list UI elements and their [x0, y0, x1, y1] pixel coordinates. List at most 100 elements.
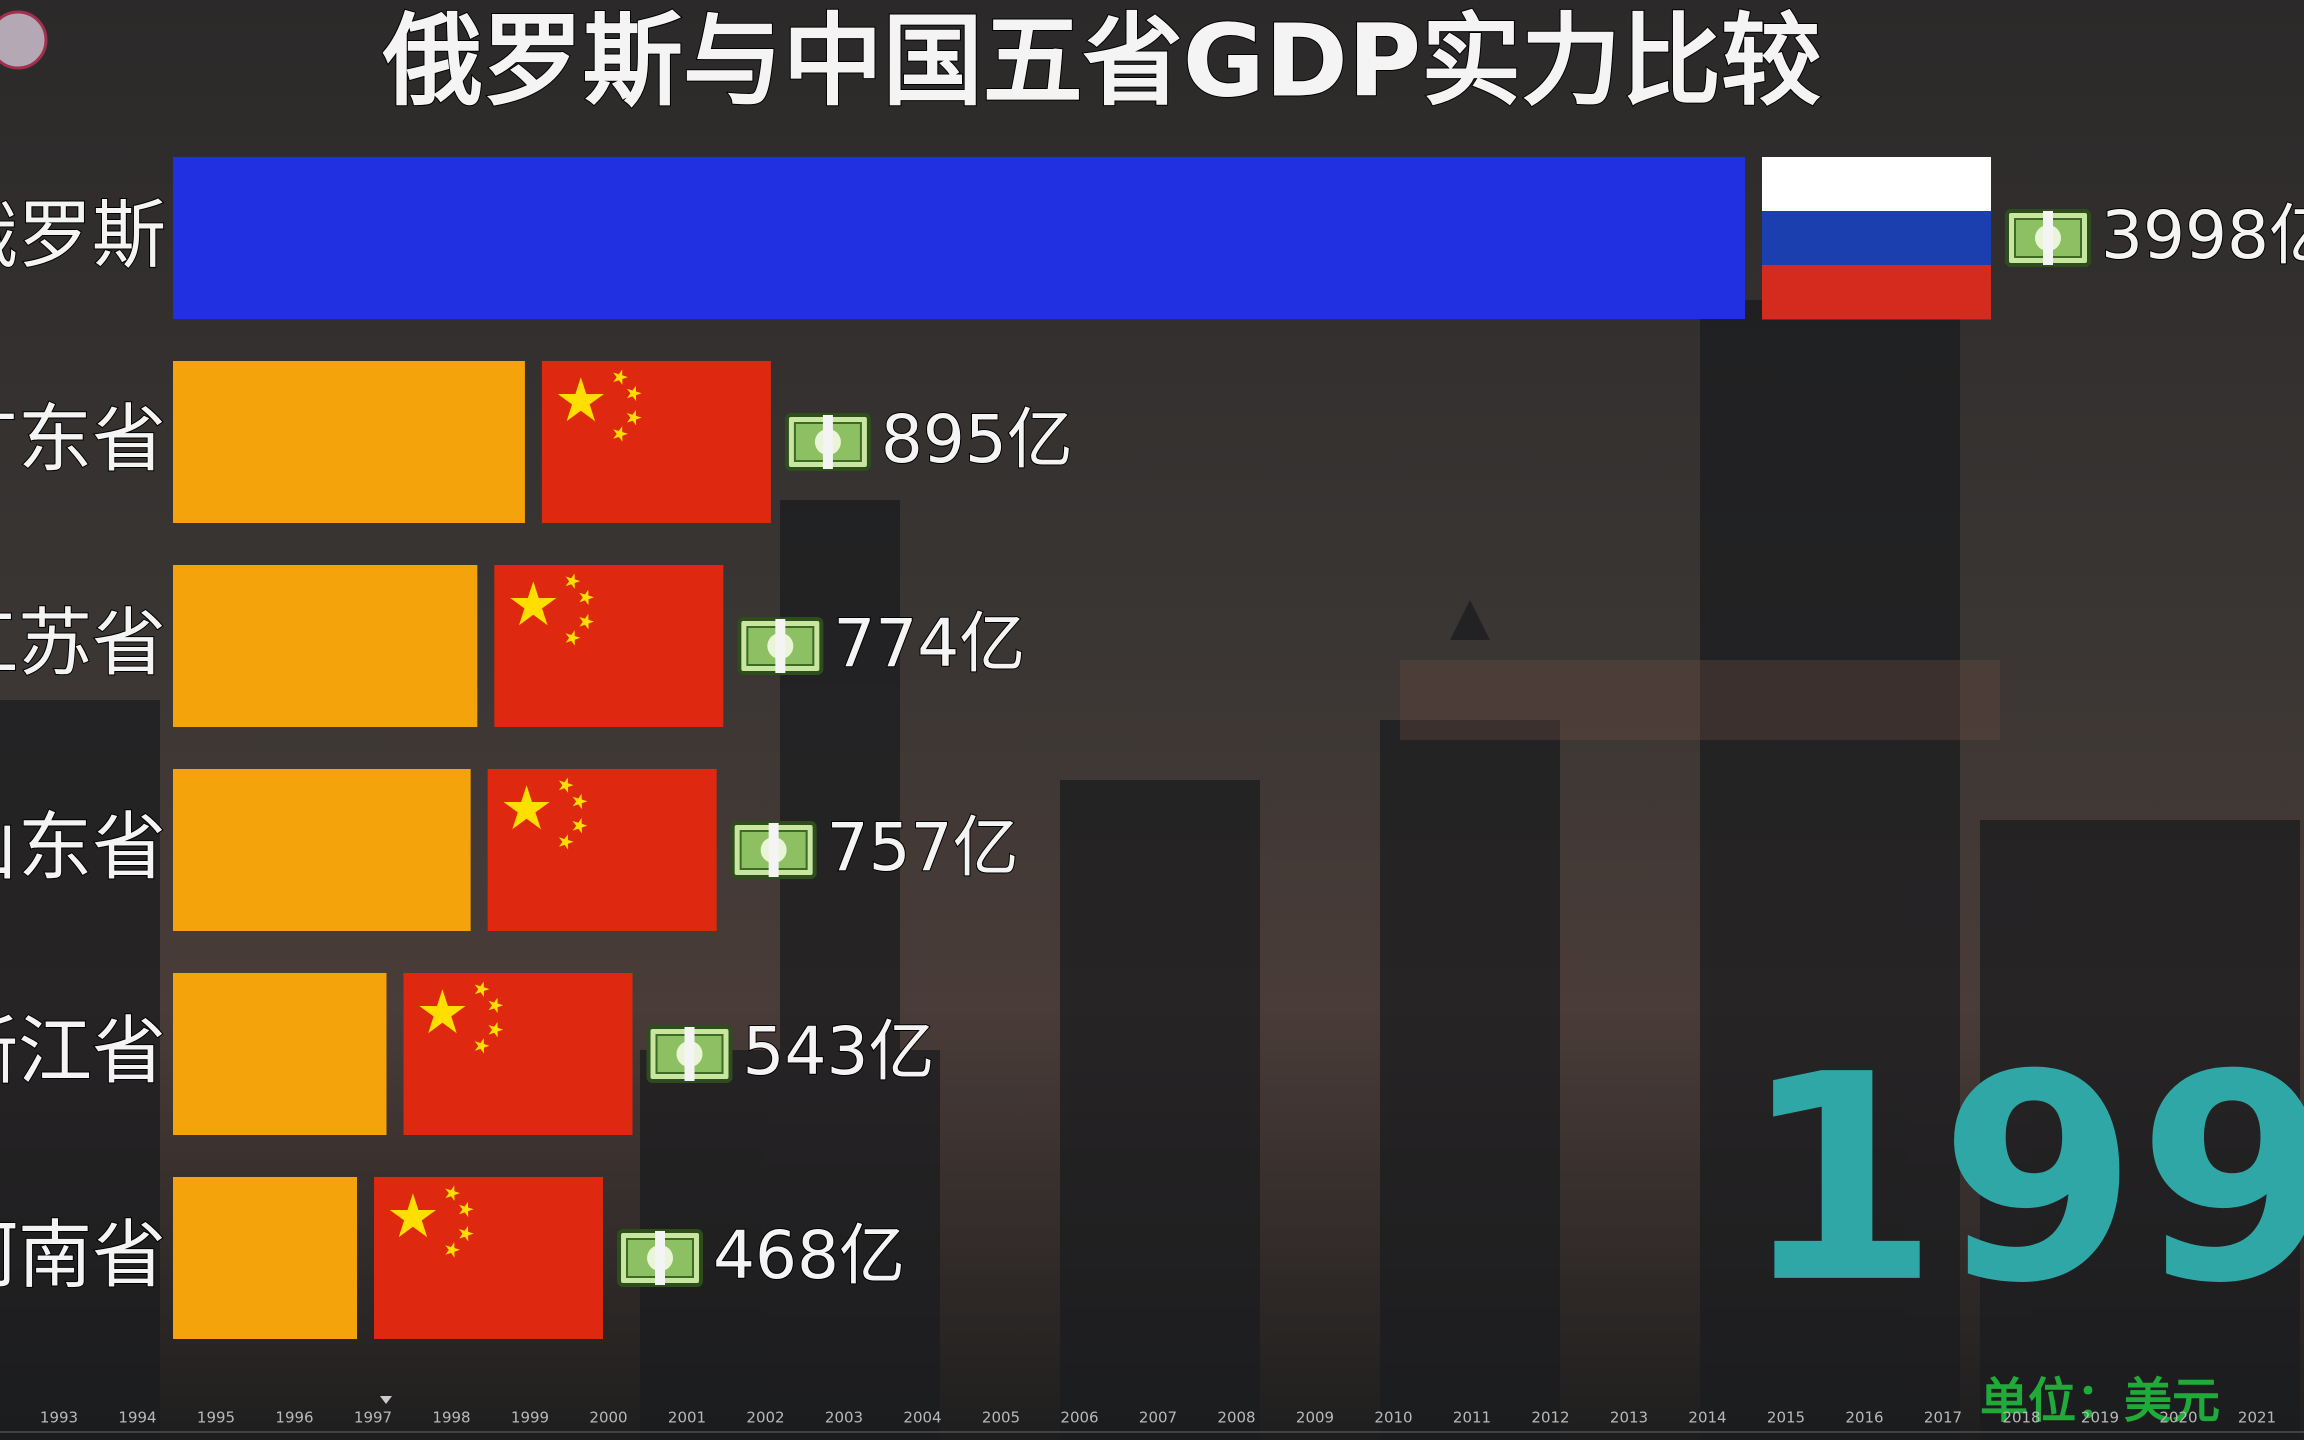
flag-star: [459, 1201, 474, 1218]
timeline-label: 2012: [1531, 1409, 1569, 1427]
flag-star: [445, 1185, 460, 1201]
timeline-label: 2001: [668, 1409, 706, 1427]
flag-stripe: [1762, 157, 1991, 211]
timeline-marker: [380, 1396, 392, 1404]
value-label: 468亿: [713, 1217, 905, 1294]
flag-star: [474, 981, 490, 997]
flag-star: [558, 777, 574, 793]
timeline-label: 1999: [511, 1409, 549, 1427]
money-icon: [784, 413, 871, 471]
flag: [1762, 157, 1991, 320]
flag-field: [541, 361, 771, 523]
flag-star: [419, 989, 466, 1034]
flag: [541, 361, 771, 523]
flag-field: [494, 565, 724, 727]
flag-star: [565, 573, 581, 589]
flag-star: [579, 589, 594, 606]
timeline-label: 1994: [118, 1409, 156, 1427]
unit-label: 单位：美元: [1980, 1373, 2220, 1429]
value-label: 757亿: [827, 809, 1019, 886]
timeline-label: 1997: [354, 1409, 392, 1427]
timeline-label: 2010: [1374, 1409, 1412, 1427]
timeline-label: 2007: [1139, 1409, 1177, 1427]
flag-star: [626, 410, 642, 426]
timeline-label: 2017: [1924, 1409, 1962, 1427]
flag-star: [626, 385, 642, 402]
money-band: [655, 1231, 666, 1285]
value-label: 774亿: [833, 605, 1025, 682]
timeline-label: 2015: [1767, 1409, 1805, 1427]
timeline-label: 2000: [589, 1409, 627, 1427]
flag-stripe: [1762, 211, 1991, 265]
money-icon: [2005, 209, 2091, 267]
money-icon: [730, 821, 817, 879]
flag-field: [403, 973, 633, 1135]
city-silhouette: [0, 300, 2300, 1440]
flag-field: [487, 769, 717, 931]
category-label: 广东省: [0, 397, 166, 483]
money-band: [775, 619, 786, 673]
timeline-label: 2011: [1453, 1409, 1491, 1427]
flag-star: [459, 1226, 474, 1242]
flag-star: [510, 581, 557, 626]
money-icon: [737, 617, 824, 675]
timeline-label: 1993: [40, 1409, 78, 1427]
timeline-label: 2013: [1610, 1409, 1648, 1427]
timeline-label: 1995: [197, 1409, 235, 1427]
money-icon: [617, 1229, 704, 1287]
flag-star: [445, 1242, 460, 1258]
category-label: 江苏省: [0, 601, 166, 687]
chart-title: 俄罗斯与中国五省GDP实力比较: [382, 2, 1821, 119]
timeline-label: 2005: [982, 1409, 1020, 1427]
flag: [487, 769, 717, 931]
flag-star: [488, 997, 504, 1014]
value-label: 543亿: [743, 1013, 935, 1090]
flag: [403, 973, 633, 1135]
flag-field: [374, 1177, 604, 1339]
bar: [173, 769, 471, 931]
flag-star: [613, 426, 628, 442]
timeline-label: 2009: [1296, 1409, 1334, 1427]
bar: [173, 1177, 358, 1339]
flag-star: [565, 630, 581, 646]
timeline-label: 2008: [1217, 1409, 1255, 1427]
category-label: 山东省: [0, 805, 166, 891]
money-band: [684, 1027, 695, 1081]
bar: [173, 973, 387, 1135]
timeline-label: 2004: [903, 1409, 941, 1427]
flag-star: [389, 1193, 437, 1238]
timeline-label: 2006: [1060, 1409, 1098, 1427]
category-label: 河南省: [0, 1213, 166, 1299]
timeline-label: 2002: [746, 1409, 784, 1427]
flag-star: [557, 377, 604, 422]
timeline-label: 1996: [275, 1409, 313, 1427]
money-band: [822, 415, 833, 469]
value-label: 3998亿: [2101, 197, 2304, 274]
flag-star: [572, 793, 588, 810]
money-band: [768, 823, 779, 877]
bar: [173, 565, 478, 727]
flag-star: [474, 1038, 490, 1054]
flag-star: [488, 1022, 504, 1038]
bar: [173, 157, 1745, 319]
logo: [0, 10, 48, 70]
flag-star: [572, 818, 588, 834]
timeline-label: 2019: [2081, 1409, 2119, 1427]
category-label: 浙江省: [0, 1009, 166, 1095]
timeline-label: 2021: [2238, 1409, 2276, 1427]
money-band: [2043, 211, 2053, 265]
timeline-label: 2016: [1845, 1409, 1883, 1427]
flag-star: [579, 614, 594, 630]
timeline-label: 2020: [2159, 1409, 2197, 1427]
timeline-label: 2003: [825, 1409, 863, 1427]
flag-star: [558, 834, 574, 850]
flag: [494, 565, 724, 727]
value-label: 895亿: [881, 401, 1073, 478]
flag: [374, 1177, 604, 1339]
category-label: 俄罗斯: [0, 193, 166, 279]
flag-star: [503, 785, 550, 830]
money-icon: [646, 1025, 733, 1083]
timeline-label: 2018: [2002, 1409, 2040, 1427]
timeline-label: 1998: [432, 1409, 470, 1427]
